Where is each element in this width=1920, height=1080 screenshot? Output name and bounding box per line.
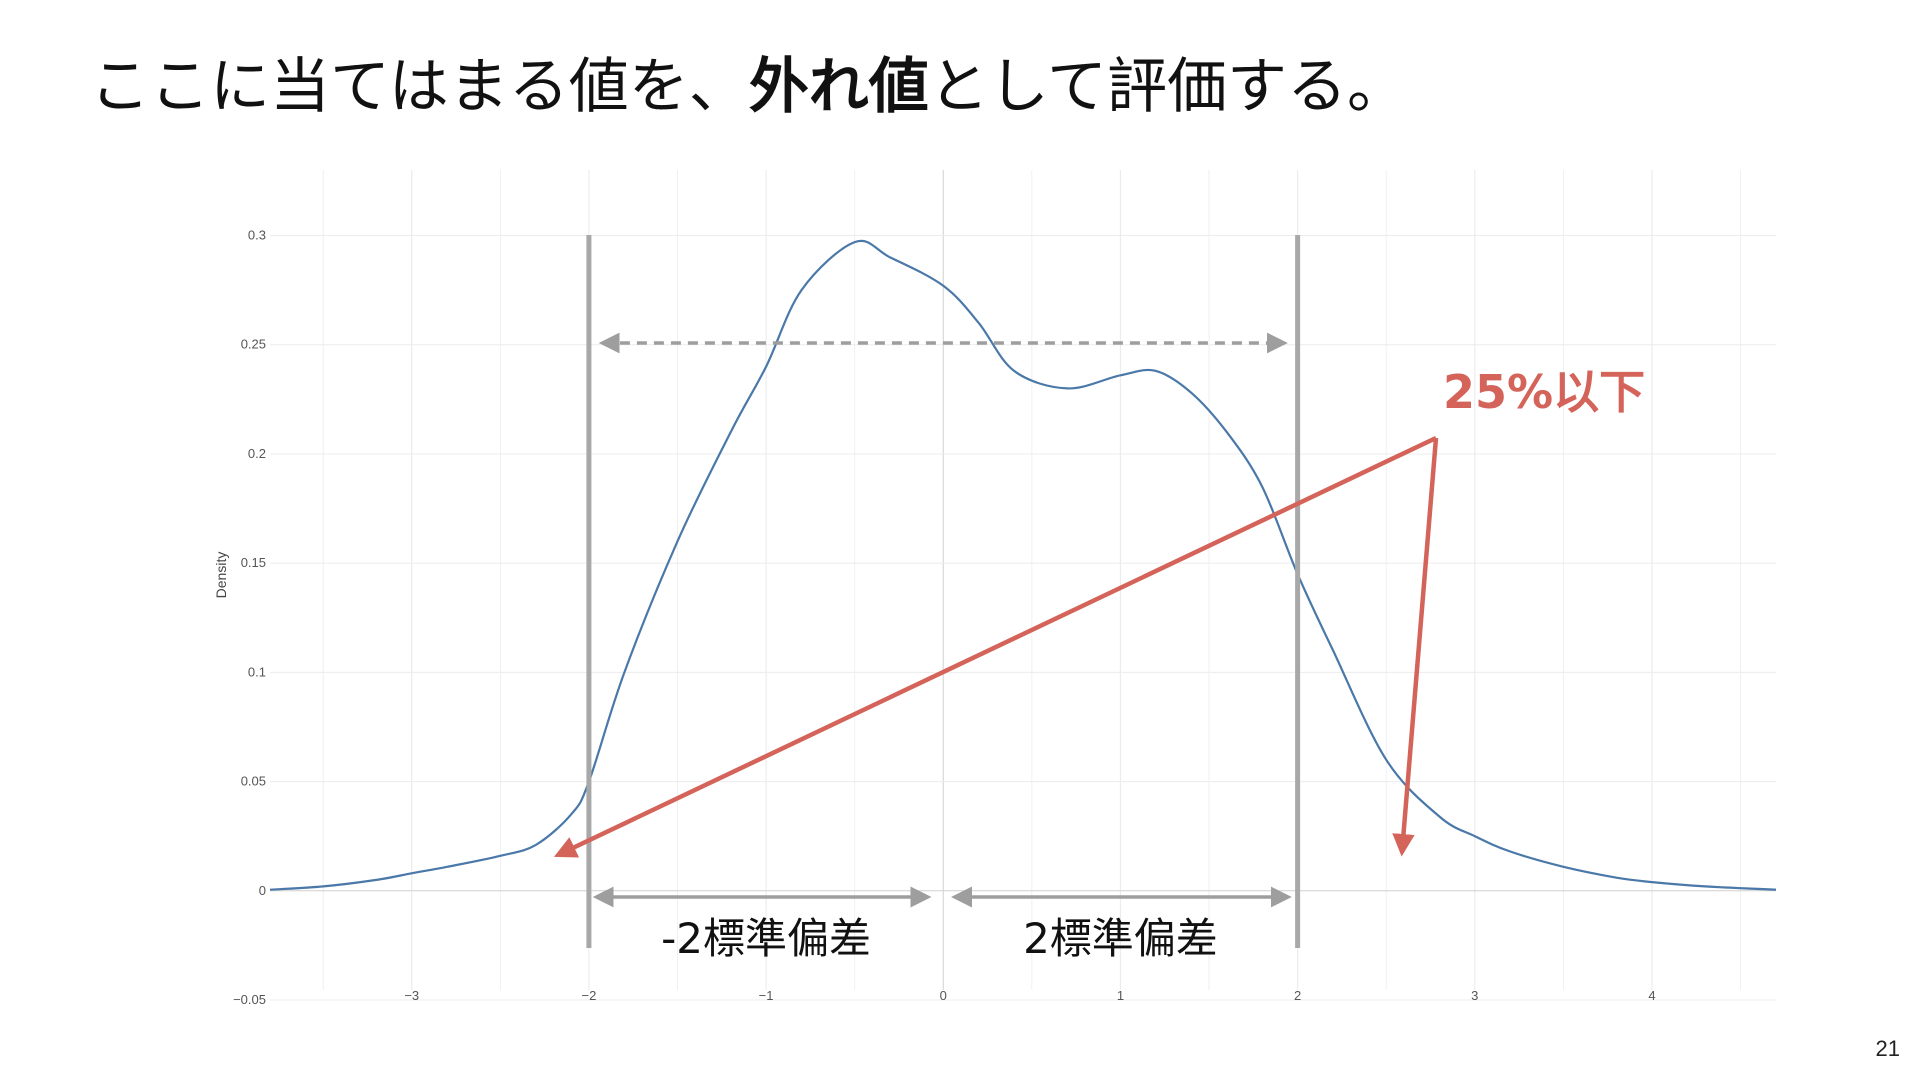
x-tick-label: 0	[940, 988, 947, 1003]
y-tick-label: 0.1	[248, 664, 266, 679]
x-tick-label: 4	[1648, 988, 1655, 1003]
y-tick-label: 0.25	[241, 337, 266, 352]
title-pre: ここに当てはまる値を、	[90, 52, 749, 122]
title-post: として評価する。	[928, 52, 1408, 122]
title-bold: 外れ値	[748, 52, 929, 122]
slide-title: ここに当てはまる値を、外れ値として評価する。	[90, 38, 1407, 125]
percent-label: 25%以下	[1443, 365, 1645, 419]
x-tick-label: 2	[1294, 988, 1301, 1003]
y-tick-label: −0.05	[233, 992, 266, 1007]
annotations	[553, 235, 1439, 948]
density-curve-group	[269, 239, 1777, 891]
axis-ticks: −0.05 0 0.05 0.1 0.15 0.2 0.25 0.3 −3 −2 −1 0 1 2 3 4	[233, 228, 1655, 1007]
x-tick-label: 3	[1471, 988, 1478, 1003]
y-axis-title: Density	[213, 552, 229, 599]
red-arrow-left	[553, 435, 1437, 858]
plus-2sd-label: 2標準偏差	[1023, 914, 1218, 963]
y-tick-label: 0.3	[248, 228, 266, 243]
page-number: 21	[1875, 1036, 1900, 1061]
x-tick-label: 1	[1117, 988, 1124, 1003]
minus-2sd-label: -2標準偏差	[661, 914, 871, 963]
density-curve	[269, 239, 1777, 891]
x-tick-label: −3	[404, 988, 419, 1003]
y-tick-label: 0.05	[241, 774, 266, 789]
grid	[270, 170, 1776, 1001]
y-tick-label: 0	[259, 883, 266, 898]
red-arrow-right	[1392, 437, 1439, 857]
x-tick-label: −2	[582, 988, 597, 1003]
x-tick-label: −1	[759, 988, 774, 1003]
y-tick-label: 0.15	[241, 555, 266, 570]
y-tick-label: 0.2	[248, 446, 266, 461]
